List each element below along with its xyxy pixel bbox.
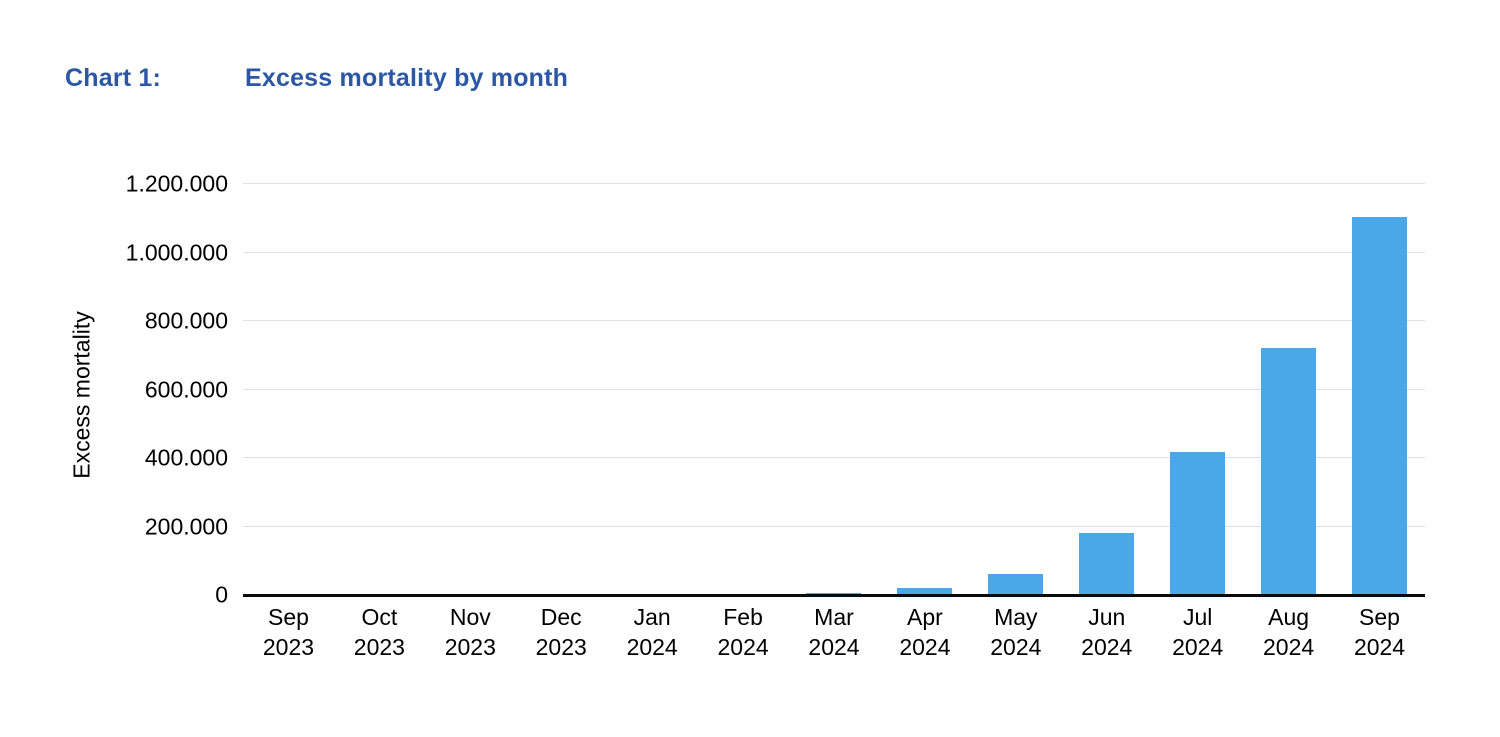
- bar-aug-2024: [1261, 347, 1317, 595]
- gridline: [243, 388, 1425, 390]
- x-tick-label-apr-2024: Apr 2024: [899, 604, 951, 660]
- bar-slot-oct-2023: [334, 184, 425, 595]
- y-axis-tick-labels: 0 200.000 400.000 600.000 800.000 1.000.000 1.…: [0, 171, 228, 608]
- bar-may-2024: [988, 573, 1044, 595]
- bar-slot-mar-2024: [789, 184, 880, 595]
- x-tick-label-may-2024: May 2024: [990, 604, 1042, 660]
- bar-slot-jan-2024: [607, 184, 698, 595]
- bar-slot-aug-2024: [1243, 184, 1334, 595]
- y-tick-label: 1.200.000: [125, 170, 228, 197]
- x-tick-label-nov-2023: Nov 2023: [444, 604, 496, 660]
- y-tick-label: 200.000: [144, 513, 228, 539]
- bar-slot-nov-2023: [425, 184, 516, 595]
- x-tick-label-jul-2024: Jul 2024: [1172, 604, 1224, 660]
- chart-title: Chart 1: Excess mortality by month: [65, 64, 568, 93]
- bar-apr-2024: [897, 588, 953, 595]
- x-tick-label-mar-2024: Mar 2024: [808, 604, 860, 660]
- bar-slot-sep-2023: [243, 184, 334, 595]
- y-tick-label: 0: [215, 581, 228, 608]
- gridline: [243, 525, 1425, 527]
- gridline: [243, 320, 1425, 321]
- chart-number-label: Chart 1:: [65, 64, 162, 92]
- bar-slot-jun-2024: [1061, 184, 1152, 595]
- x-tick-label-feb-2024: Feb 2024: [717, 604, 769, 660]
- x-tick-label-jan-2024: Jan 2024: [626, 604, 678, 660]
- bar-jul-2024: [1170, 452, 1226, 595]
- x-tick-label-aug-2024: Aug 2024: [1263, 604, 1315, 660]
- bar-series: [243, 184, 1425, 595]
- x-axis-line: [243, 594, 1425, 597]
- gridline: [243, 183, 1425, 184]
- bar-sep-2024: [1352, 216, 1408, 595]
- bar-slot-feb-2024: [698, 184, 789, 595]
- bar-slot-may-2024: [970, 184, 1061, 595]
- y-tick-label: 600.000: [144, 376, 228, 402]
- y-tick-label: 1.000.000: [125, 239, 228, 265]
- bar-slot-jul-2024: [1152, 184, 1243, 595]
- plot-area: [243, 183, 1425, 597]
- bar-jun-2024: [1079, 533, 1135, 595]
- gridline: [243, 457, 1425, 458]
- x-tick-label-jun-2024: Jun 2024: [1081, 604, 1133, 660]
- x-tick-label-sep-2024: Sep 2024: [1353, 604, 1406, 660]
- x-tick-label-sep-2023: Sep 2023: [262, 604, 315, 660]
- x-tick-label-dec-2023: Dec 2023: [535, 604, 587, 660]
- gridline: [243, 251, 1425, 253]
- bar-slot-apr-2024: [879, 184, 970, 595]
- bar-slot-dec-2023: [516, 184, 607, 595]
- chart-title-text: Excess mortality by month: [245, 64, 569, 92]
- x-axis-labels: Sep 2023 Oct 2023 Nov 2023 Dec 2023 Jan 2024 Feb 20…: [243, 602, 1425, 662]
- x-tick-label-oct-2023: Oct 2023: [353, 604, 405, 660]
- y-tick-label: 800.000: [144, 307, 228, 334]
- bar-slot-sep-2024: [1334, 184, 1425, 595]
- y-tick-label: 400.000: [144, 444, 228, 471]
